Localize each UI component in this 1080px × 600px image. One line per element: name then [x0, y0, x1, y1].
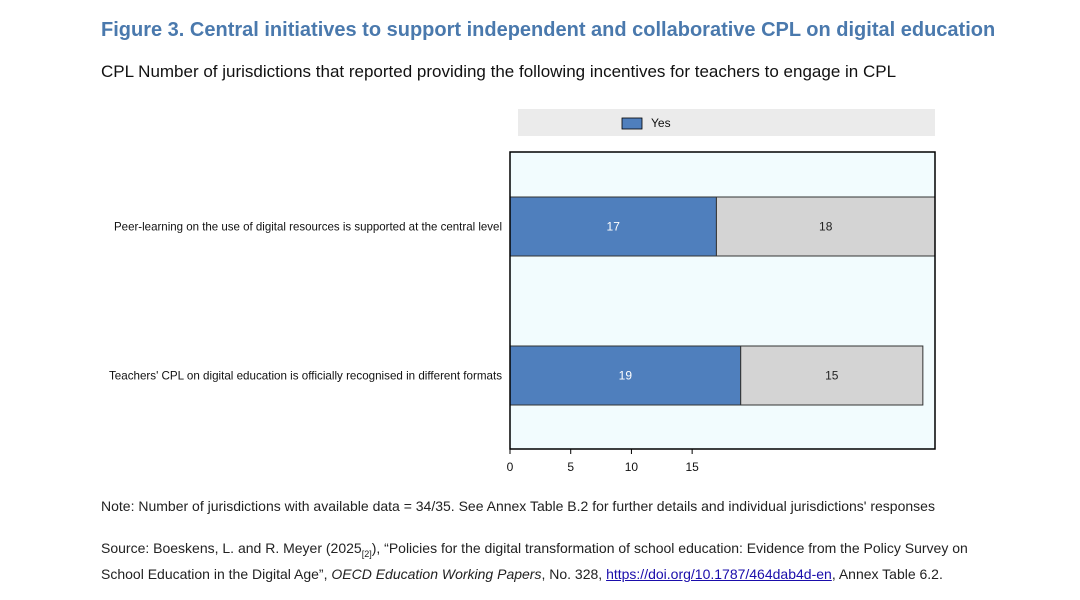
- legend-box: [518, 109, 935, 136]
- bar-1-series-1: [509, 196, 717, 257]
- doi-link[interactable]: https://doi.org/10.1787/464dab4d-en: [606, 565, 832, 582]
- x-tick-label-2: 5: [567, 460, 574, 474]
- category-label-2: Teachers' CPL on digital education is of…: [109, 369, 502, 383]
- source-part2: ), “Policies for the digital transformat…: [101, 540, 968, 582]
- source-journal: OECD Education Working Papers: [331, 565, 542, 582]
- source-lead: Source: Boeskens, L. and R. Meyer (2025: [101, 540, 362, 556]
- figure-note: Note: Number of jurisdictions with avail…: [101, 498, 935, 514]
- data-label-1-2: 18: [819, 220, 833, 234]
- bar-1-series-2: [715, 196, 936, 257]
- plot-frame: [509, 151, 936, 450]
- legend-swatch-yes: [621, 117, 643, 130]
- figure-title: Figure 3. Central initiatives to support…: [101, 19, 996, 41]
- figure-source: Source: Boeskens, L. and R. Meyer (2025[…: [101, 538, 981, 584]
- source-part3: , No. 328,: [541, 565, 607, 582]
- data-label-2-2: 15: [825, 369, 839, 383]
- chart: Yes 17 18 Peer-learning on the use of digit…: [109, 109, 936, 474]
- data-label-2-1: 19: [619, 369, 633, 383]
- legend-label-yes: Yes: [651, 116, 671, 130]
- source-tail: , Annex Table 6.2.: [831, 565, 943, 582]
- data-label-1-1: 17: [607, 220, 621, 234]
- category-label-1: Peer-learning on the use of digital reso…: [114, 220, 502, 234]
- x-tick-label-3: 10: [625, 460, 639, 474]
- x-tick-label-4: 15: [685, 460, 699, 474]
- bar-2-series-1: [509, 345, 742, 406]
- source-ref: [2]: [361, 548, 372, 559]
- figure-subtitle: CPL Number of jurisdictions that reporte…: [101, 62, 897, 81]
- x-tick-label-1: 0: [507, 460, 514, 474]
- bar-2-series-2: [740, 345, 924, 406]
